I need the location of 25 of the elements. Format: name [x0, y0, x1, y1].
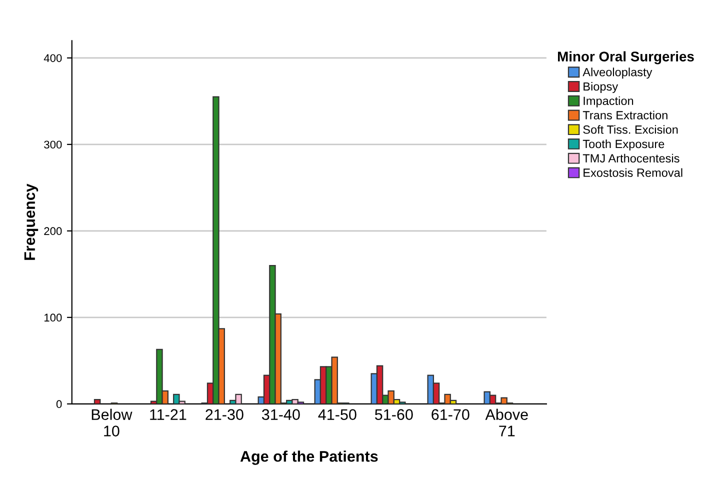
y-axis-title: Frequency	[24, 184, 38, 260]
x-tick-label: Above 71	[485, 408, 528, 436]
x-tick-label: 11-21	[150, 409, 186, 420]
legend-label: Biopsy	[584, 82, 618, 94]
x-tick-label: Below 10	[92, 408, 132, 436]
x-tick-label: 61-70	[432, 409, 470, 420]
legend-label: TMJ Arthocentesis	[582, 154, 680, 163]
y-tick-label: 0	[56, 400, 62, 408]
bar	[94, 399, 101, 404]
y-tick-label: 300	[44, 140, 62, 149]
x-axis-title: Age of the Patients	[240, 450, 378, 465]
legend-label: Exostosis Removal	[584, 168, 682, 177]
legend-label: Alveoloplasty	[582, 68, 652, 79]
legend-label: Tooth Exposure	[582, 139, 664, 150]
y-tick-label: 200	[44, 227, 62, 236]
y-tick-label: 400	[44, 54, 62, 62]
x-tick-label: 41-50	[318, 409, 356, 420]
x-tick-label: 51-60	[374, 409, 413, 420]
legend-label: Trans Extraction	[582, 110, 668, 120]
y-tick-label: 100	[44, 314, 62, 322]
x-tick-label: 21-30	[206, 409, 244, 420]
legend-label: Impaction	[584, 96, 634, 108]
legend-title: Minor Oral Surgeries	[558, 51, 694, 64]
x-tick-label: 31-40	[262, 409, 300, 420]
legend-label: Soft Tiss. Excision	[583, 125, 678, 134]
